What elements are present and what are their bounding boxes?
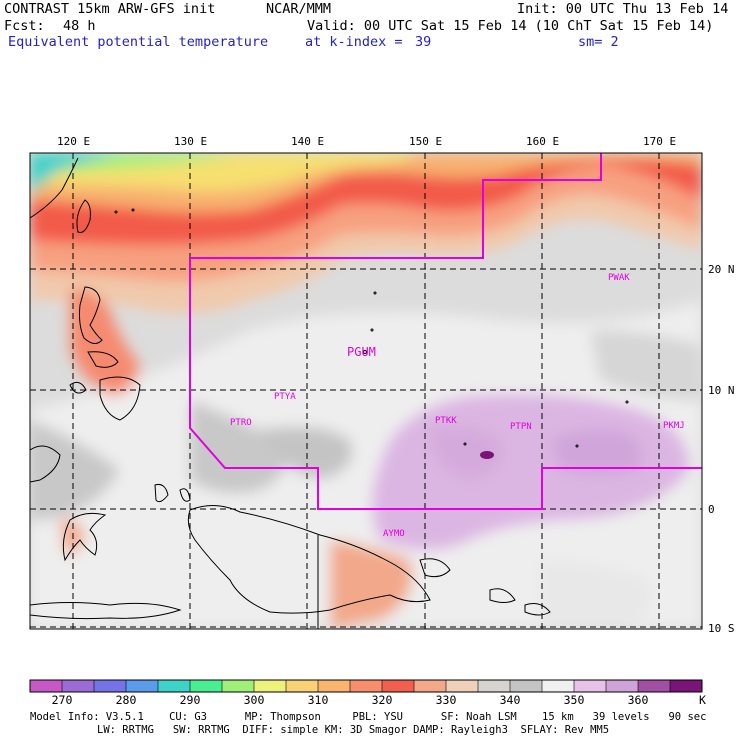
- lon-label-170: 170 E: [643, 135, 677, 148]
- colorbar-tick-label: 330: [435, 693, 457, 707]
- colorbar-swatch: [222, 680, 255, 692]
- colorbar-tick-label: 290: [179, 693, 201, 707]
- colorbar-swatch: [254, 680, 287, 692]
- colorbar-tick-label: 270: [51, 693, 73, 707]
- colorbar: [29, 679, 703, 693]
- colorbar-tick-label: 280: [115, 693, 137, 707]
- lon-label-120: 120 E: [57, 135, 91, 148]
- colorbar-tick-label: 360: [627, 693, 649, 707]
- organization: NCAR/MMM: [266, 1, 332, 17]
- lat-label-20n: 20 N: [708, 263, 735, 276]
- level-label: at k-index =: [305, 34, 403, 50]
- colorbar-swatch: [542, 680, 575, 692]
- colorbar-tick-label: 340: [499, 693, 521, 707]
- colorbar-swatch: [350, 680, 383, 692]
- colorbar-swatch: [318, 680, 351, 692]
- lon-label-150: 150 E: [409, 135, 443, 148]
- lat-label-10s: 10 S: [708, 622, 735, 635]
- coastlines: [30, 157, 629, 629]
- station-aymo: AYMO: [383, 529, 405, 539]
- colorbar-swatch: [414, 680, 447, 692]
- colorbar-unit: K: [699, 693, 706, 707]
- colorbar-swatch: [190, 680, 223, 692]
- colorbar-swatch: [62, 680, 95, 692]
- colorbar-swatch: [382, 680, 415, 692]
- model-info-line2: LW: RRTMG SW: RRTMG DIFF: simple KM: 3D …: [97, 724, 610, 736]
- lon-label-160: 160 E: [526, 135, 560, 148]
- smoothing: sm= 2: [578, 34, 619, 50]
- model-title: CONTRAST 15km ARW-GFS init: [4, 1, 216, 17]
- level-value: 39: [415, 34, 432, 50]
- station-pkmj: PKMJ: [663, 421, 685, 431]
- colorbar-tick-label: 320: [371, 693, 393, 707]
- colorbar-tick-label: 310: [307, 693, 329, 707]
- forecast-label: Fcst:: [4, 18, 45, 34]
- theta-e-field: [30, 153, 702, 629]
- init-time: Init: 00 UTC Thu 13 Feb 14: [517, 1, 729, 17]
- colorbar-swatch: [94, 680, 127, 692]
- domain-boundary: [189, 153, 702, 510]
- colorbar-swatch: [30, 680, 63, 692]
- lat-label-eq: 0: [708, 503, 715, 516]
- field-name: Equivalent potential temperature: [8, 34, 269, 50]
- colorbar-swatch: [670, 680, 703, 692]
- lat-label-10n: 10 N: [708, 384, 735, 397]
- colorbar-swatch: [510, 680, 543, 692]
- colorbar-swatch: [574, 680, 607, 692]
- colorbar-swatch: [286, 680, 319, 692]
- station-ptro: PTRO: [230, 418, 252, 428]
- colorbar-swatch: [606, 680, 639, 692]
- station-ptya: PTYA: [274, 392, 296, 402]
- station-ptpn: PTPN: [510, 422, 532, 432]
- colorbar-swatch: [478, 680, 511, 692]
- lon-label-140: 140 E: [291, 135, 325, 148]
- lon-label-130: 130 E: [174, 135, 208, 148]
- station-pwak: PWAK: [608, 273, 630, 283]
- valid-time: Valid: 00 UTC Sat 15 Feb 14 (10 ChT Sat …: [307, 18, 714, 34]
- colorbar-swatch: [126, 680, 159, 692]
- colorbar-swatch: [158, 680, 191, 692]
- station-ptkk: PTKK: [435, 416, 457, 426]
- station-pgum: PGUM: [347, 345, 376, 359]
- colorbar-tick-label: 300: [243, 693, 265, 707]
- map-frame: [29, 152, 703, 630]
- forecast-hour: 48 h: [63, 18, 96, 34]
- colorbar-swatch: [638, 680, 671, 692]
- model-info-line1: Model Info: V3.5.1 CU: G3 MP: Thompson P…: [30, 711, 707, 723]
- colorbar-tick-label: 350: [563, 693, 585, 707]
- colorbar-swatch: [446, 680, 479, 692]
